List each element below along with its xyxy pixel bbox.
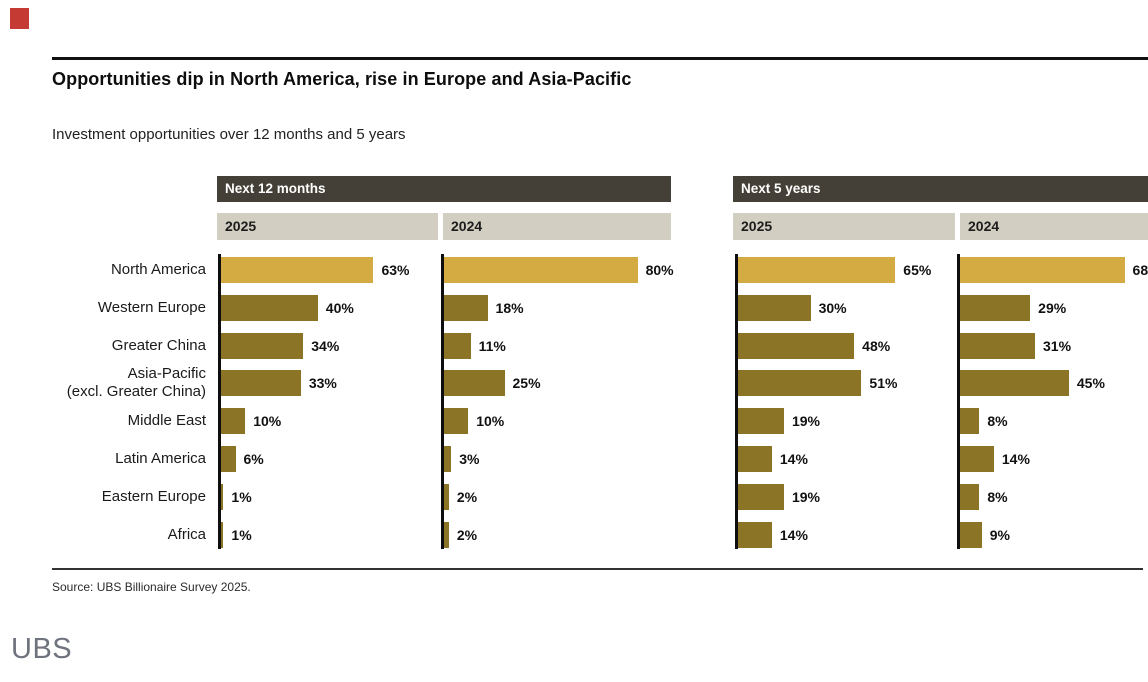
category-label: Middle East [127, 412, 206, 430]
column-header-5y-2024: 2024 [960, 213, 1148, 240]
column-header-12m-2025: 2025 [217, 213, 438, 240]
bar-value-label: 80% [645, 262, 674, 278]
bar [960, 370, 1069, 397]
group-header-next-5-years: Next 5 years [733, 176, 1148, 202]
bar-value-label: 45% [1076, 375, 1105, 392]
bar-value-label: 1% [231, 526, 252, 543]
category-label: Africa [167, 525, 206, 543]
bar [738, 332, 855, 359]
bar-value-label: 14% [779, 451, 808, 467]
category-label: Greater China [111, 336, 206, 354]
axis-line-panel-2 [441, 254, 444, 549]
bar-value-label: 8% [987, 413, 1008, 430]
bar [960, 483, 980, 510]
bar-value-label: 29% [1038, 299, 1067, 316]
bar-value-label: 25% [512, 375, 541, 392]
bar-value-label: 65% [903, 262, 932, 278]
bar [960, 257, 1125, 283]
bar [221, 521, 224, 548]
bar [738, 408, 784, 435]
bar-value-label: 33% [308, 375, 337, 392]
bar [960, 332, 1036, 359]
bar [960, 408, 980, 435]
bar [221, 332, 304, 359]
bar-value-label: 19% [791, 413, 820, 430]
bar [444, 332, 471, 359]
bar-value-label: 3% [459, 451, 480, 467]
bar [444, 370, 505, 397]
bar-value-label: 2% [456, 526, 478, 543]
bar [444, 483, 449, 510]
ubs-logo: UBS [11, 633, 73, 665]
bar [738, 483, 784, 510]
axis-line-panel-1 [218, 254, 221, 549]
bottom-rule [52, 568, 1143, 570]
category-label: North America [110, 261, 206, 278]
bar-value-label: 6% [243, 451, 264, 467]
bar [444, 521, 449, 548]
bar [960, 446, 994, 472]
bar-value-label: 68% [1132, 262, 1148, 278]
category-label: Asia-Pacific (excl. Greater China) [66, 365, 206, 401]
bar [221, 370, 301, 397]
bar-value-label: 8% [987, 488, 1008, 505]
bar-value-label: 51% [869, 375, 898, 392]
page-title: Opportunities dip in North America, rise… [52, 69, 632, 89]
bar [738, 521, 772, 548]
bar-value-label: 19% [791, 488, 820, 505]
bar [444, 294, 488, 321]
group-header-next-12-months: Next 12 months [217, 176, 671, 202]
bar-value-label: 30% [818, 299, 847, 316]
bar-value-label: 1% [231, 488, 252, 505]
category-label: Western Europe [97, 298, 206, 316]
bar-value-label: 2% [456, 488, 478, 505]
bar-value-label: 11% [478, 337, 506, 354]
category-label: Eastern Europe [101, 487, 206, 505]
bar-value-label: 48% [862, 337, 891, 354]
bar-value-label: 9% [989, 526, 1010, 543]
axis-line-panel-3 [735, 254, 738, 549]
bar [960, 521, 982, 548]
page-subtitle: Investment opportunities over 12 months … [52, 126, 406, 143]
bar [221, 446, 236, 472]
bar-value-label: 14% [779, 526, 808, 543]
bar [221, 483, 224, 510]
brand-accent-square [10, 8, 29, 29]
bar-value-label: 14% [1001, 451, 1030, 467]
bar-value-label: 10% [253, 413, 282, 430]
axis-line-panel-4 [957, 254, 960, 549]
bar [738, 370, 862, 397]
bar [444, 257, 638, 283]
bar-value-label: 63% [381, 262, 410, 278]
bar-value-label: 34% [311, 337, 340, 354]
bar [738, 257, 896, 283]
column-header-12m-2024: 2024 [443, 213, 671, 240]
bar [221, 294, 318, 321]
bar [444, 408, 469, 435]
bar-value-label: 18% [495, 299, 524, 316]
column-header-5y-2025: 2025 [733, 213, 955, 240]
category-label: Latin America [115, 450, 206, 467]
bar [444, 446, 452, 472]
bar [738, 294, 811, 321]
bar-value-label: 31% [1043, 337, 1072, 354]
top-rule [52, 57, 1148, 60]
bar [960, 294, 1031, 321]
source-note: Source: UBS Billionaire Survey 2025. [52, 580, 251, 594]
bar-value-label: 10% [476, 413, 505, 430]
bar [738, 446, 772, 472]
bar-value-label: 40% [325, 299, 354, 316]
bar [221, 408, 246, 435]
bar [221, 257, 374, 283]
